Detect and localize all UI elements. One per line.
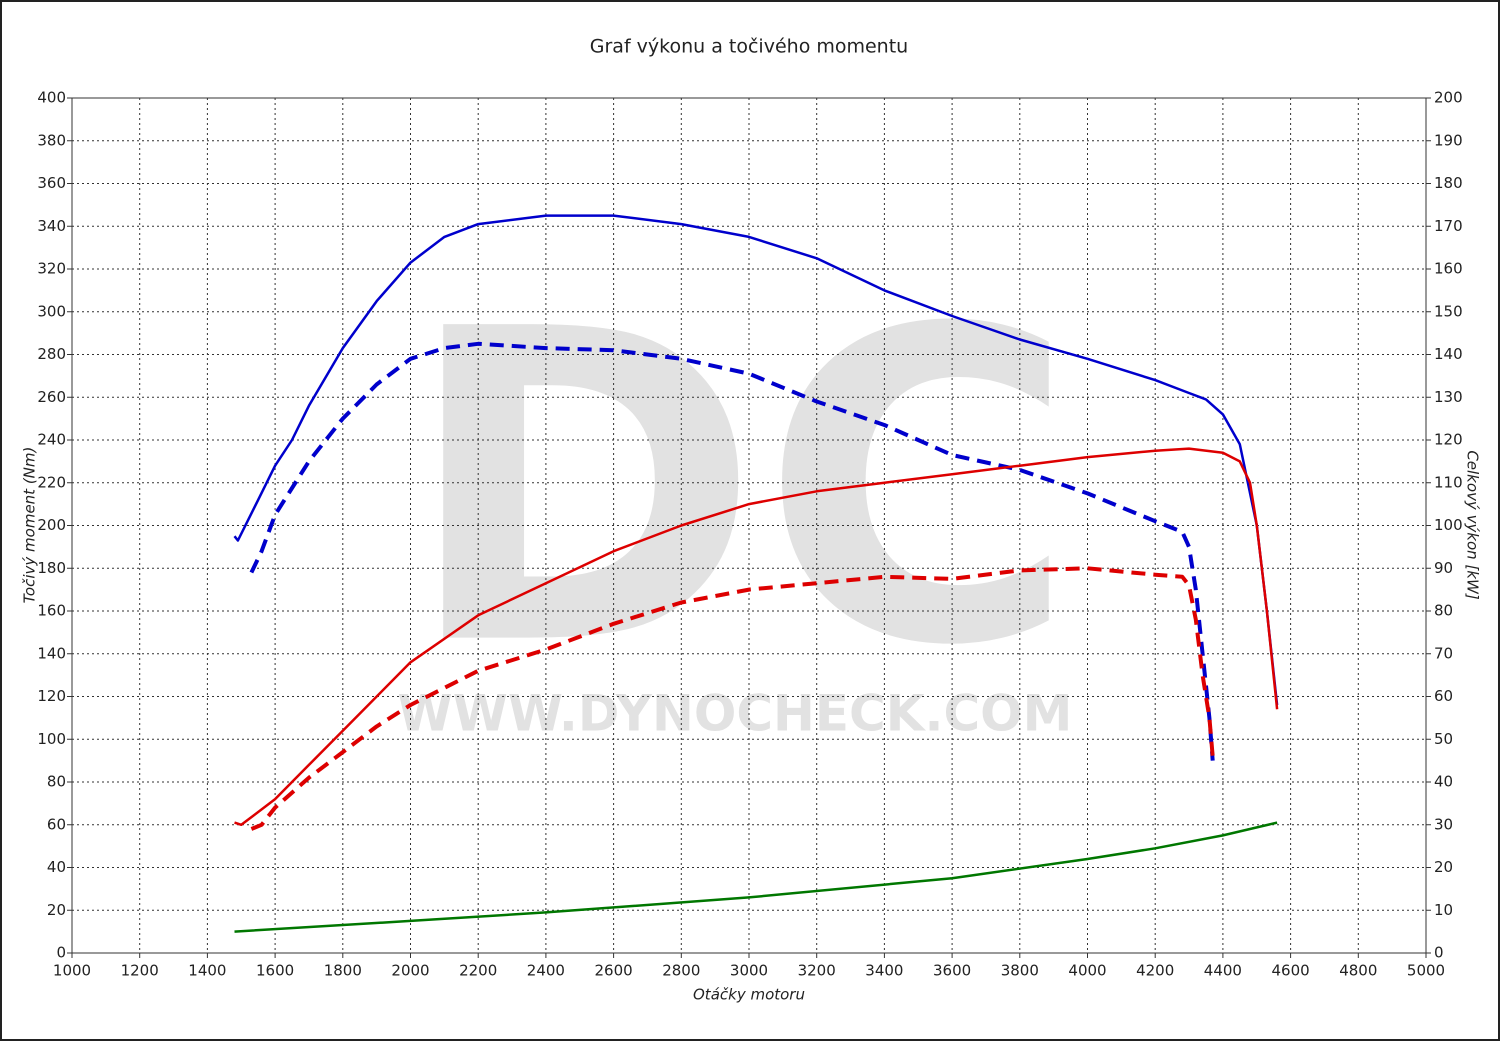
y-tick-label: 120	[37, 687, 66, 705]
y-tick-label: 360	[37, 174, 66, 192]
x-tick-label: 1800	[324, 962, 362, 980]
x-tick-label: 4200	[1136, 962, 1174, 980]
y-tick-label: 180	[37, 559, 66, 577]
plot-border	[71, 97, 1427, 954]
x-tick-label: 1000	[53, 962, 91, 980]
y-tick-label: 40	[47, 858, 66, 876]
watermark-logo: DC	[404, 240, 1077, 740]
x-tick-label: 4800	[1339, 962, 1377, 980]
y-tick-label: 400	[37, 89, 66, 107]
y-axis-label: Točivý moment (Nm)	[21, 447, 39, 604]
y2-tick-label: 150	[1434, 302, 1463, 320]
y2-tick-label: 180	[1434, 174, 1463, 192]
line-series	[250, 566, 1215, 831]
y-tick-label: 100	[37, 730, 66, 748]
line-series	[249, 341, 1215, 761]
x-tick-label: 3200	[798, 962, 836, 980]
y2-tick-label: 200	[1434, 89, 1463, 107]
x-tick-label: 5000	[1407, 962, 1445, 980]
y-tick-label: 340	[37, 217, 66, 235]
y2-tick-label: 140	[1434, 345, 1463, 363]
y2-tick-label: 130	[1434, 388, 1463, 406]
y-tick-label: 260	[37, 388, 66, 406]
y-tick-label: 200	[37, 516, 66, 534]
x-tick-label: 2200	[459, 962, 497, 980]
y-tick-label: 60	[47, 815, 66, 833]
x-tick-label: 2400	[527, 962, 565, 980]
y2-tick-label: 120	[1434, 431, 1463, 449]
x-tick-label: 1200	[121, 962, 159, 980]
y-tick-label: 380	[37, 131, 66, 149]
y2-tick-label: 10	[1434, 901, 1453, 919]
line-series	[233, 214, 1279, 706]
x-tick-label: 3000	[730, 962, 768, 980]
y2-tick-label: 0	[1434, 944, 1444, 962]
line-series	[234, 821, 1278, 933]
y-tick-label: 20	[47, 901, 66, 919]
y-tick-label: 300	[37, 302, 66, 320]
x-axis-label: Otáčky motoru	[693, 986, 805, 1004]
x-tick-label: 4400	[1204, 962, 1242, 980]
y-tick-label: 160	[37, 602, 66, 620]
y2-tick-label: 20	[1434, 858, 1453, 876]
x-tick-label: 2000	[391, 962, 429, 980]
x-tick-label: 3400	[865, 962, 903, 980]
watermark-url: WWW.DYNOCHECK.COM	[398, 685, 1073, 743]
y-tick-label: 0	[56, 944, 66, 962]
x-tick-label: 3600	[933, 962, 971, 980]
x-tick-label: 1400	[188, 962, 226, 980]
x-tick-label: 1600	[256, 962, 294, 980]
y2-tick-label: 70	[1434, 644, 1453, 662]
y2-tick-label: 40	[1434, 773, 1453, 791]
y2-tick-label: 30	[1434, 815, 1453, 833]
y2-tick-label: 50	[1434, 730, 1453, 748]
x-tick-label: 2800	[662, 962, 700, 980]
y2-tick-label: 160	[1434, 260, 1463, 278]
y-tick-label: 280	[37, 345, 66, 363]
y2-tick-label: 90	[1434, 559, 1453, 577]
x-tick-label: 4600	[1272, 962, 1310, 980]
y2-tick-label: 170	[1434, 217, 1463, 235]
y-tick-label: 320	[37, 260, 66, 278]
y2-tick-label: 190	[1434, 131, 1463, 149]
y2-tick-label: 100	[1434, 516, 1463, 534]
x-tick-label: 3800	[1001, 962, 1039, 980]
y2-axis-label: Celkový výkon [kW]	[1464, 450, 1482, 600]
y-tick-label: 240	[37, 431, 66, 449]
chart-title: Graf výkonu a točivého momentu	[590, 36, 908, 58]
y2-tick-label: 110	[1434, 473, 1463, 491]
x-tick-label: 2600	[595, 962, 633, 980]
line-series	[234, 447, 1279, 827]
y-tick-label: 220	[37, 473, 66, 491]
x-tick-label: 4000	[1068, 962, 1106, 980]
y2-tick-label: 80	[1434, 602, 1453, 620]
y-tick-label: 80	[47, 773, 66, 791]
y-tick-label: 140	[37, 644, 66, 662]
y2-tick-label: 60	[1434, 687, 1453, 705]
